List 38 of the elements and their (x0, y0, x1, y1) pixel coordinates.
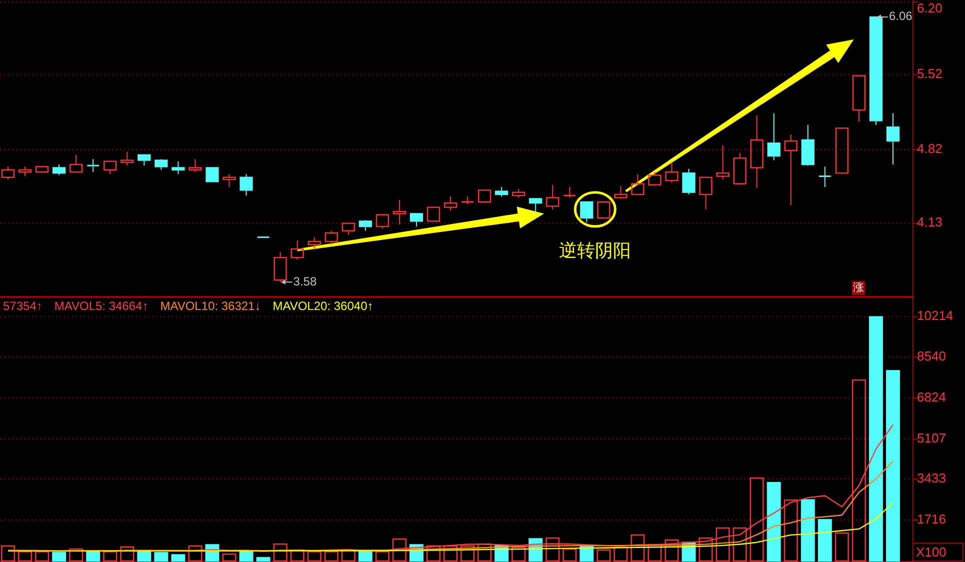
bar (154, 552, 168, 562)
y-axis-title: X100 (916, 544, 946, 560)
annotation: MAVOL20: 36040↑ (272, 299, 374, 314)
bar (766, 482, 781, 562)
y-tick-label: 5107 (917, 430, 946, 446)
annotation: MAVOL10: 36321↓ (160, 299, 261, 314)
bar (868, 316, 883, 562)
annotation: 逆转阴阳 (559, 240, 632, 260)
y-tick-label: 3433 (917, 470, 946, 486)
bar (562, 548, 577, 562)
y-tick-label: 10214 (917, 308, 954, 324)
bar (800, 499, 815, 562)
bar (256, 557, 270, 562)
bar (596, 549, 611, 562)
bar (818, 519, 832, 562)
y-tick-label: 4.13 (917, 214, 942, 230)
bar (52, 552, 66, 562)
line-series (7, 502, 894, 552)
y-tick-label: 6.20 (917, 0, 942, 16)
annotation: 6.06 (888, 9, 913, 24)
annotation: 涨 (853, 282, 864, 294)
annotation: 57354↑ (3, 299, 42, 314)
y-tick-label: 1716 (917, 511, 946, 526)
bar (358, 550, 372, 562)
bar (86, 550, 100, 562)
y-tick-label: 5.52 (917, 66, 942, 82)
y-tick-label: 4.82 (917, 140, 942, 156)
bar (239, 550, 254, 562)
bar (375, 551, 390, 562)
bar (886, 370, 900, 562)
bar (171, 554, 186, 562)
y-tick-label: 6824 (917, 389, 946, 404)
annotation: MAVOL5: 34664↑ (54, 299, 148, 314)
annotation: 3.58 (293, 274, 317, 288)
bar (222, 553, 236, 562)
bar (307, 551, 322, 562)
y-tick-label: 8540 (917, 348, 946, 364)
bar (834, 532, 849, 562)
